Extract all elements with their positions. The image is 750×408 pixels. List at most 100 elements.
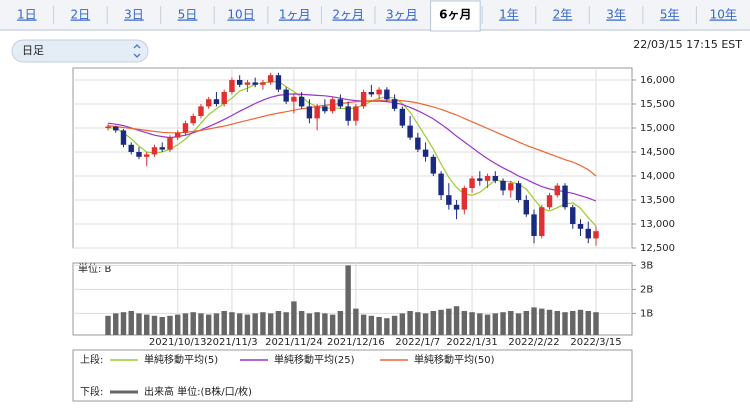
volume-bar xyxy=(252,313,258,335)
volume-bar xyxy=(508,311,514,335)
x-tick-label: 2021/11/24 xyxy=(265,337,323,348)
candle-body xyxy=(585,228,591,239)
volume-bar xyxy=(136,313,142,335)
legend-label: 単純移動平均(25) xyxy=(274,353,355,366)
candle-body xyxy=(484,176,491,181)
candle-body xyxy=(422,149,429,157)
volume-bar xyxy=(376,317,382,335)
x-tick-label: 2022/1/7 xyxy=(395,337,440,348)
candle-body xyxy=(236,80,243,85)
volume-bar xyxy=(360,314,367,335)
candle-body xyxy=(314,106,320,119)
volume-unit: 単位: B xyxy=(78,262,112,275)
volume-bar xyxy=(477,313,483,335)
candle-body xyxy=(438,173,444,196)
volume-bar xyxy=(415,312,421,335)
volume-bar xyxy=(585,311,591,335)
volume-panel xyxy=(72,262,633,336)
price-panel xyxy=(72,67,633,249)
candle-body xyxy=(267,75,274,83)
volume-bar xyxy=(500,312,506,335)
candle-body xyxy=(539,207,545,236)
candle-body xyxy=(508,183,514,191)
candle-body xyxy=(368,92,375,95)
volume-bar xyxy=(260,312,266,335)
volume-bar xyxy=(492,313,499,335)
candle-body xyxy=(136,152,142,157)
y-tick-label: 12,500 xyxy=(640,243,675,254)
volume-bar xyxy=(469,312,475,335)
tab[interactable]: 2ヶ月 xyxy=(332,8,364,22)
volume-bar xyxy=(523,311,529,335)
y-tick-label: 13,000 xyxy=(640,219,675,230)
tab[interactable]: 10日 xyxy=(227,8,254,22)
candle-body xyxy=(453,204,460,210)
tab[interactable]: 1日 xyxy=(17,8,37,22)
volume-bar xyxy=(384,318,390,335)
candle-body xyxy=(577,224,584,229)
candle-body xyxy=(128,144,134,152)
volume-bar xyxy=(120,312,127,335)
candle-body xyxy=(399,108,406,126)
volume-bar xyxy=(353,308,359,335)
volume-bar xyxy=(368,315,375,335)
volume-bar xyxy=(229,312,235,335)
candle-body xyxy=(337,99,344,107)
candle-body xyxy=(329,99,336,112)
y-tick-label: 14,000 xyxy=(640,171,675,182)
candle-body xyxy=(562,185,568,208)
candle-body xyxy=(291,96,297,102)
tab[interactable]: 2日 xyxy=(71,8,91,22)
y-tick-label: 1B xyxy=(640,308,653,319)
tab[interactable]: 3年 xyxy=(606,8,626,22)
candle-body xyxy=(113,126,119,131)
tab-selected xyxy=(430,0,481,32)
volume-bar xyxy=(570,311,576,335)
candle-body xyxy=(144,154,150,157)
tab[interactable]: 10年 xyxy=(710,8,737,22)
tab[interactable]: 2年 xyxy=(553,8,573,22)
candle-body xyxy=(306,106,313,119)
volume-bar xyxy=(190,312,196,335)
volume-bar xyxy=(391,315,398,335)
candle-body xyxy=(120,130,127,145)
x-tick-label: 2021/11/3 xyxy=(206,337,257,348)
candle-body xyxy=(260,82,266,85)
y-tick-label: 14,500 xyxy=(640,147,675,158)
legend-lower-label: 下段: xyxy=(80,385,103,398)
tab[interactable]: 3ヶ月 xyxy=(386,8,418,22)
volume-bar xyxy=(531,307,537,335)
y-tick-label: 15,500 xyxy=(640,99,675,110)
candle-body xyxy=(570,207,576,224)
y-tick-label: 2B xyxy=(640,284,653,295)
volume-bar xyxy=(314,312,320,335)
candle-body xyxy=(461,188,468,210)
y-tick-label: 15,000 xyxy=(640,123,675,134)
tab[interactable]: 1年 xyxy=(499,8,519,22)
tab[interactable]: 5日 xyxy=(178,8,198,22)
candle-body xyxy=(492,176,499,181)
tab[interactable]: 1ヶ月 xyxy=(279,8,311,22)
candle-body xyxy=(384,89,390,100)
y-tick-label: 3B xyxy=(640,260,653,271)
candle-body xyxy=(407,125,413,138)
x-tick-label: 2021/12/16 xyxy=(327,337,385,348)
volume-bar xyxy=(562,312,568,335)
dropdown[interactable] xyxy=(11,39,149,63)
tab[interactable]: 6ヶ月 xyxy=(439,8,471,22)
volume-bar xyxy=(205,314,212,335)
volume-bar xyxy=(182,313,189,335)
tab[interactable]: 3日 xyxy=(124,8,144,22)
y-tick-label: 13,500 xyxy=(640,195,675,206)
candle-body xyxy=(213,99,220,104)
volume-bar xyxy=(422,313,429,335)
candle-body xyxy=(229,80,235,92)
volume-bar xyxy=(221,311,227,335)
tab[interactable]: 5年 xyxy=(660,8,680,22)
candle-body xyxy=(298,96,305,107)
candle-body xyxy=(345,106,351,121)
y-tick-label: 16,000 xyxy=(640,75,675,86)
candle-body xyxy=(446,195,452,205)
volume-bar xyxy=(539,308,545,335)
